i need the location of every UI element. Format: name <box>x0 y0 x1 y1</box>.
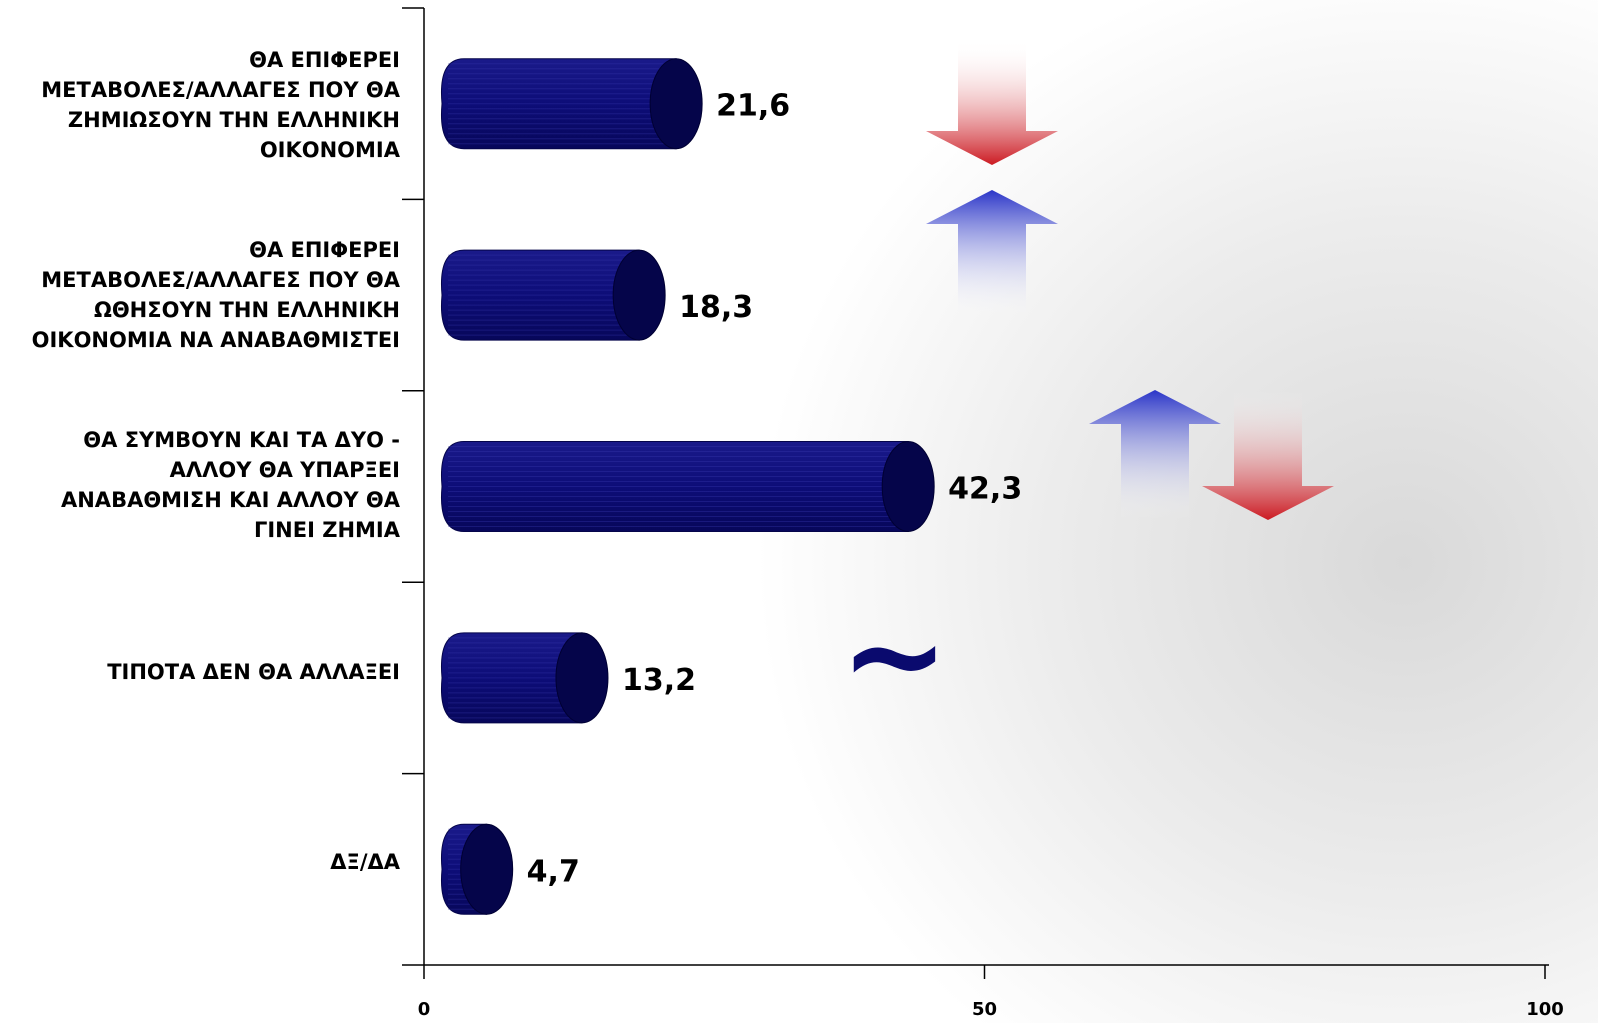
category-label: ΘΑ ΕΠΙΦΕΡΕΙ ΜΕΤΑΒΟΛΕΣ/ΑΛΛΑΓΕΣ ΠΟΥ ΘΑ ΖΗΜ… <box>41 48 400 162</box>
axes <box>402 7 1549 966</box>
up-arrow-icon <box>926 190 1058 318</box>
bar-body <box>440 441 909 532</box>
decorations: ~ <box>840 40 1334 731</box>
tilde-symbol: ~ <box>840 579 949 731</box>
bars <box>440 58 935 915</box>
bar-cap <box>649 58 703 150</box>
category-label: ΘΑ ΣΥΜΒΟΥΝ ΚΑΙ ΤΑ ΔΥΟ - ΑΛΛΟΥ ΘΑ ΥΠΑΡΞΕΙ… <box>60 428 400 542</box>
down-arrow-icon <box>1202 390 1334 520</box>
bar-cap <box>881 441 935 532</box>
bar <box>440 632 609 724</box>
x-tick-label: 0 <box>418 999 431 1020</box>
bar <box>440 823 514 915</box>
bar-cap <box>555 632 609 724</box>
bar-body <box>440 632 583 724</box>
value-labels: 21,6 18,3 42,3 13,2 4,7 <box>527 89 1023 890</box>
up-arrow-icon <box>1089 390 1221 520</box>
bar-value-label: 13,2 <box>622 663 696 698</box>
bar-value-label: 42,3 <box>948 472 1022 507</box>
bar-cap <box>612 249 666 341</box>
down-arrow-icon <box>926 40 1058 165</box>
bar-value-label: 18,3 <box>679 290 753 325</box>
category-label: ΔΞ/ΔΑ <box>330 850 400 874</box>
bar <box>440 58 703 150</box>
category-label: ΘΑ ΕΠΙΦΕΡΕΙ ΜΕΤΑΒΟΛΕΣ/ΑΛΛΑΓΕΣ ΠΟΥ ΘΑ ΩΘΗ… <box>31 238 400 352</box>
bar-cap <box>460 823 514 915</box>
bar <box>440 249 666 341</box>
x-tick-labels: 0 50 100 <box>418 965 1564 1020</box>
bar-body <box>440 249 640 341</box>
x-tick-label: 50 <box>972 999 997 1020</box>
bar <box>440 441 935 532</box>
bar-value-label: 21,6 <box>716 89 790 124</box>
x-tick-label: 100 <box>1526 999 1564 1020</box>
bar-value-label: 4,7 <box>527 854 580 889</box>
category-label: ΤΙΠΟΤΑ ΔΕΝ ΘΑ ΑΛΛΑΞΕΙ <box>107 660 400 684</box>
bar-body <box>440 58 677 150</box>
